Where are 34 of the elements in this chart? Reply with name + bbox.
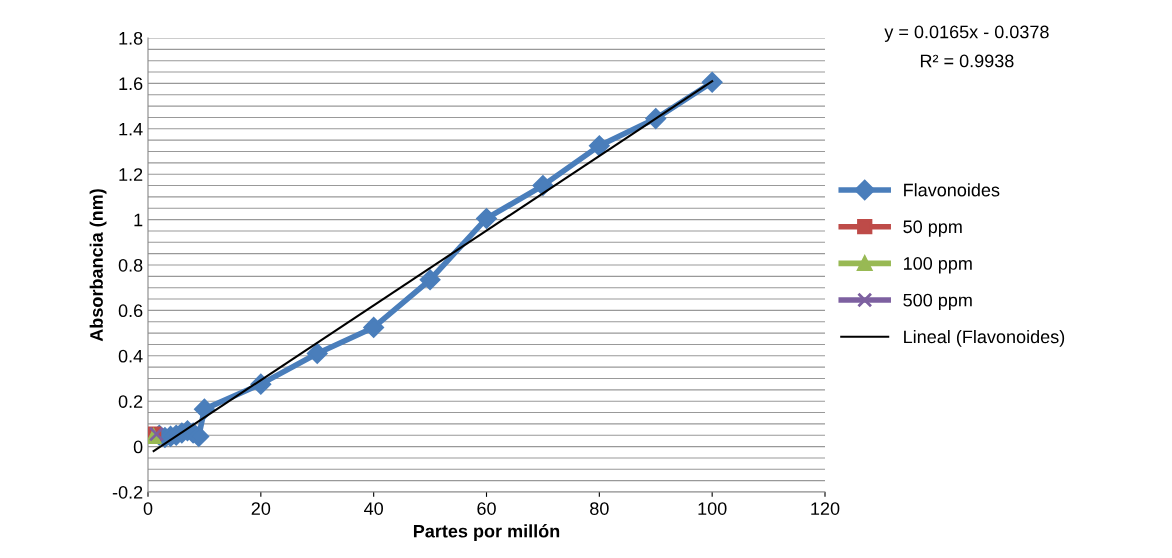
x-tick-label: 100 [698,502,727,515]
y-tick-label: 0.8 [118,258,143,272]
text: y = 0.0165x - 0.0378 [884,25,1049,42]
x-tick-label: 40 [364,502,383,515]
legend-label: Flavonoides [904,183,1000,197]
x-tick-label: 0 [143,502,153,515]
point [363,317,384,338]
y-tick-label: 0.6 [118,304,143,318]
y-tick-label: 1 [134,213,143,227]
legend-label: 50 ppm [903,220,962,237]
x-axis-title: Partes por millón [413,524,560,542]
y-tick-label: 1.4 [119,122,143,136]
x-tick-label: 120 [811,502,840,515]
point [589,135,610,157]
y-tick-label: 0.2 [118,395,143,408]
y-tick-label: -0.2 [112,485,143,499]
y-tick-label: 1.6 [119,77,143,91]
point [476,208,497,229]
y-tick-label: 0.4 [118,349,143,363]
y-tick-label: 0 [133,440,143,454]
text: R² = 0.9938 [920,54,1014,68]
legend-label: 500 ppm [903,293,972,311]
x-tick-label: 60 [477,502,496,515]
point [307,343,328,364]
y-tick-label: 1.2 [119,168,143,181]
x-tick-label: 80 [590,502,609,515]
y-axis-title: Absorbancia (nm) [89,189,107,342]
legend-label: 100 ppm [904,257,972,274]
point [532,175,554,196]
point [194,398,215,420]
legend-label: Lineal (Flavonoides) [904,329,1065,347]
y-tick-label: 1.8 [119,31,143,45]
point [419,269,441,290]
x-tick-label: 20 [251,502,271,515]
